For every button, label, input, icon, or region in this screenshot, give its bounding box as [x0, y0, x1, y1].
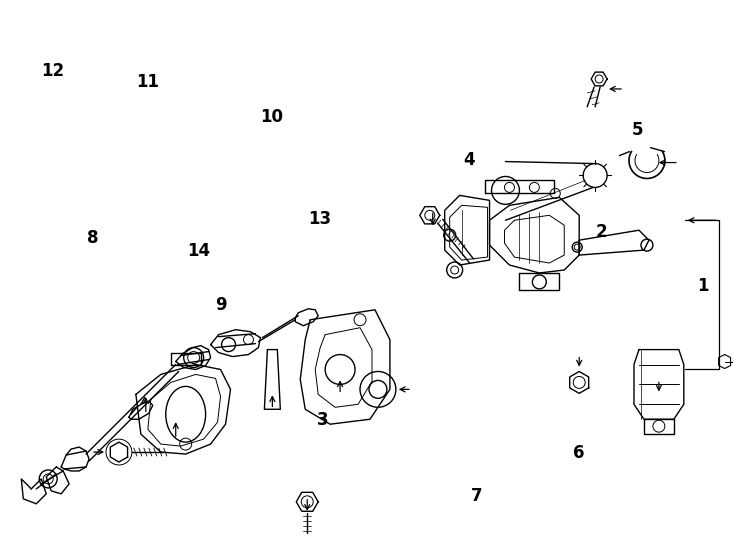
Text: 6: 6 [573, 444, 585, 462]
Text: 14: 14 [187, 242, 211, 260]
Text: 13: 13 [308, 210, 331, 228]
Text: 5: 5 [632, 122, 643, 139]
Text: 7: 7 [471, 487, 482, 505]
Text: 2: 2 [595, 224, 607, 241]
Text: 3: 3 [317, 411, 329, 429]
Text: 12: 12 [41, 62, 64, 80]
Text: 11: 11 [136, 73, 159, 91]
Text: 1: 1 [697, 277, 709, 295]
Text: 4: 4 [464, 151, 475, 169]
Text: 10: 10 [261, 108, 283, 126]
Text: 8: 8 [87, 229, 98, 247]
Text: 9: 9 [215, 296, 227, 314]
